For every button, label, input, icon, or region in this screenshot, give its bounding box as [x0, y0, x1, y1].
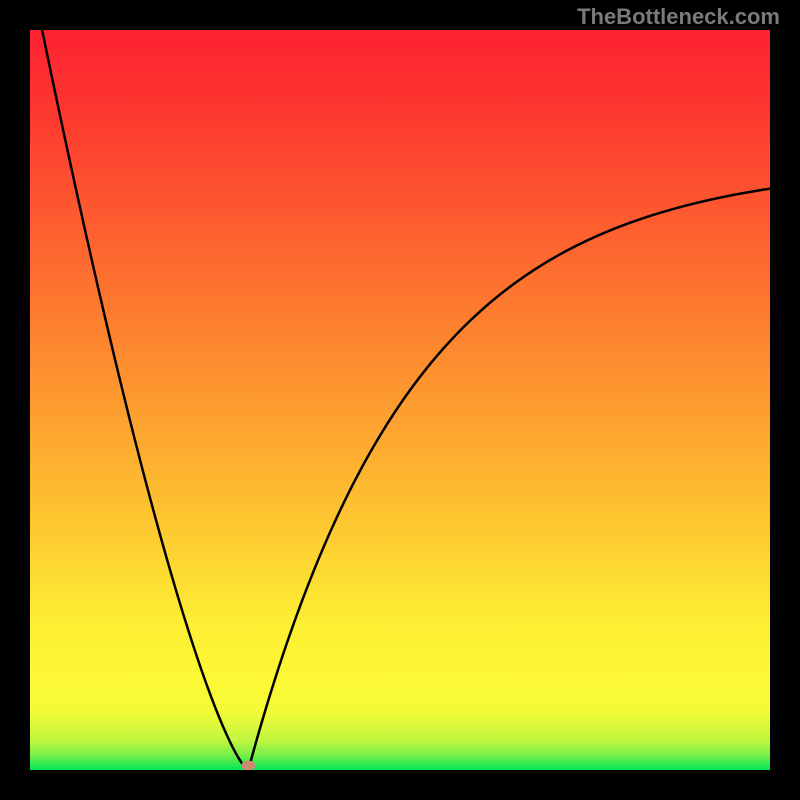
watermark-text: TheBottleneck.com — [577, 4, 780, 30]
chart-background — [30, 30, 770, 770]
bottleneck-chart — [30, 30, 770, 770]
